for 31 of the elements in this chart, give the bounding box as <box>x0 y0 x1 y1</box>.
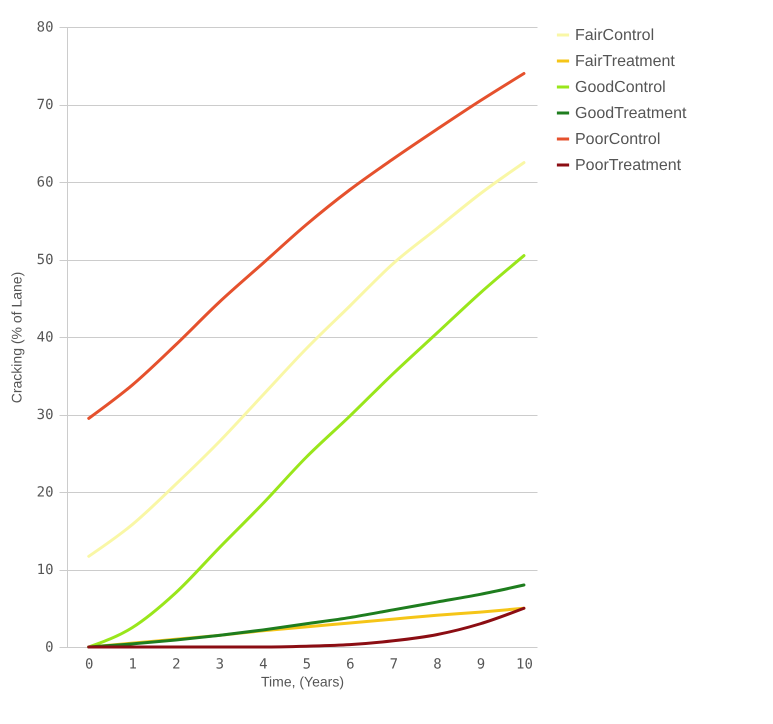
x-tick-label: 2 <box>172 656 181 672</box>
x-tick-label: 10 <box>516 656 533 672</box>
y-tick-label: 60 <box>36 174 54 190</box>
x-tick-label: 7 <box>390 656 398 672</box>
legend-label: FairTreatment <box>575 53 676 70</box>
line-series <box>87 254 526 648</box>
line-series <box>87 161 526 558</box>
y-tick-label: 30 <box>36 407 54 423</box>
x-tick-label: 9 <box>476 656 486 672</box>
x-tick-label: 8 <box>433 656 442 672</box>
legend-label: FairControl <box>575 27 654 44</box>
y-tick-label: 10 <box>36 562 54 578</box>
legend-label: PoorTreatment <box>575 157 682 174</box>
x-tick-label: 3 <box>216 656 224 672</box>
line-series <box>87 72 526 420</box>
legend-label: GoodControl <box>575 79 666 96</box>
y-tick-label: 40 <box>36 330 54 346</box>
legend-label: PoorControl <box>575 131 660 148</box>
x-tick-label: 5 <box>302 656 312 672</box>
y-tick-label: 20 <box>36 484 54 500</box>
legend-label: GoodTreatment <box>575 105 688 122</box>
y-tick-label: 70 <box>36 97 54 113</box>
x-tick-label: 4 <box>259 656 268 672</box>
x-tick-label: 0 <box>85 656 94 672</box>
x-tick-label: 6 <box>346 656 355 672</box>
x-axis-title: Time, (Years) <box>261 674 344 690</box>
y-tick-label: 0 <box>45 640 54 656</box>
y-axis-title: Cracking (% of Lane) <box>8 272 25 404</box>
x-tick-label: 1 <box>128 656 137 672</box>
y-tick-label: 50 <box>36 252 54 268</box>
y-tick-label: 80 <box>36 20 54 36</box>
